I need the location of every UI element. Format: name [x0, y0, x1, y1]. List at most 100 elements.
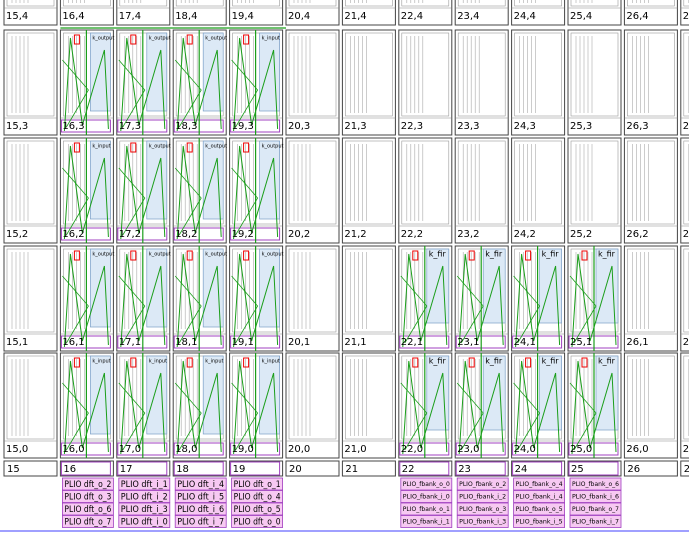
tile — [285, 352, 340, 459]
tile — [398, 0, 453, 26]
route — [120, 253, 166, 348]
tile-inner — [401, 0, 450, 7]
plio-box — [118, 477, 171, 491]
tile-inner — [683, 32, 689, 117]
kernel-label: k_input — [149, 359, 167, 365]
route — [233, 145, 279, 240]
tile-label: 27,3 — [683, 121, 689, 132]
kernel-box — [90, 355, 111, 435]
shim-label-box — [230, 461, 281, 476]
route — [513, 275, 541, 344]
plio-box — [118, 490, 171, 503]
tile-label: 26,0 — [626, 444, 648, 455]
tile-inner — [6, 248, 55, 333]
kernel-box — [202, 355, 224, 435]
tile-label: 19,1 — [232, 337, 254, 348]
tile-label: 21,1 — [344, 337, 366, 348]
tile — [285, 137, 340, 244]
plio-box — [400, 502, 453, 516]
tile — [623, 137, 678, 244]
kernel-marker — [73, 34, 80, 45]
route — [62, 167, 89, 236]
plio-label: PLIO_fbank_i_0 — [403, 494, 450, 501]
tile-inner — [345, 32, 393, 117]
tile-label: 15,3 — [6, 121, 28, 132]
tile-label: 16,4 — [62, 11, 84, 22]
kernel-marker — [525, 357, 532, 368]
route — [120, 145, 166, 240]
tile-label: 24,1 — [514, 337, 536, 348]
kernel-label: k_fir — [485, 250, 503, 259]
tile — [3, 137, 58, 244]
tile-inner — [570, 32, 619, 117]
tile — [285, 0, 340, 26]
tile-label: 22,3 — [401, 121, 423, 132]
tile-inner — [345, 355, 393, 440]
tile-label: 23,4 — [457, 11, 479, 22]
tile — [511, 137, 566, 244]
plio-label: PLIO_fbank_o_0 — [403, 481, 450, 488]
kernel-box — [202, 140, 224, 220]
route — [63, 37, 109, 132]
kernel-label: k_output — [92, 36, 114, 42]
tile-inner — [63, 0, 111, 7]
tile-inner — [288, 32, 337, 117]
tile-label: 21,0 — [344, 444, 366, 455]
tile-label: 19,0 — [232, 444, 254, 455]
tile-label: 17,2 — [119, 229, 141, 240]
plio-box — [400, 477, 453, 491]
tile-label: 27,0 — [683, 444, 689, 455]
plio-label: PLIO_fbank_o_2 — [459, 481, 506, 488]
tile-inner — [232, 0, 280, 7]
plio-label: PLIO dft_i_3 — [121, 505, 168, 515]
plio-box — [174, 502, 227, 516]
kernel-marker — [243, 250, 250, 261]
tile-label: 16,2 — [62, 229, 84, 240]
shim-label-box — [117, 461, 168, 476]
tile-inner — [627, 248, 675, 333]
plio-label: PLIO_fbank_i_3 — [459, 519, 506, 526]
tile — [341, 29, 396, 136]
plio-box — [118, 502, 171, 516]
route — [402, 360, 448, 455]
tile — [567, 0, 622, 26]
route — [513, 382, 541, 451]
kernel-box — [202, 248, 224, 328]
tile-label: 18,0 — [175, 444, 197, 455]
tile-label: 18,3 — [175, 121, 197, 132]
tile-label: 22,4 — [401, 11, 423, 22]
tile — [3, 352, 58, 459]
tile-label: 27,1 — [683, 337, 689, 348]
plio-box — [513, 515, 565, 528]
tile-inner — [6, 0, 55, 7]
kernel-label: k_fir — [542, 357, 560, 366]
shim-label: 22 — [402, 464, 415, 475]
kernel-marker — [186, 250, 193, 261]
kernel-box — [146, 32, 168, 112]
plio-box — [513, 502, 565, 516]
plio-box — [456, 490, 509, 503]
tile-label: 20,0 — [288, 444, 310, 455]
route — [458, 360, 504, 455]
plio-box — [231, 515, 284, 528]
route — [233, 360, 279, 455]
plio-label: PLIO_fbank_i_2 — [459, 494, 506, 501]
tile — [3, 29, 58, 136]
shim-label: 25 — [571, 464, 584, 475]
shim-tile — [398, 460, 453, 477]
plio-box — [456, 515, 509, 528]
plio-label: PLIO_fbank_o_1 — [403, 506, 450, 513]
kernel-box — [90, 140, 111, 220]
plio-label: PLIO dft_o_1 — [234, 480, 281, 490]
plio-box — [569, 515, 622, 528]
kernel-marker — [130, 34, 137, 45]
plio-label: PLIO dft_i_4 — [177, 480, 224, 490]
route — [62, 382, 89, 451]
kernel-label: k_output — [205, 252, 227, 258]
shim-tile — [59, 460, 114, 477]
kernel-label: k_fir — [598, 250, 616, 259]
shim-tile — [511, 460, 566, 477]
route — [118, 275, 146, 344]
tile — [454, 29, 509, 136]
